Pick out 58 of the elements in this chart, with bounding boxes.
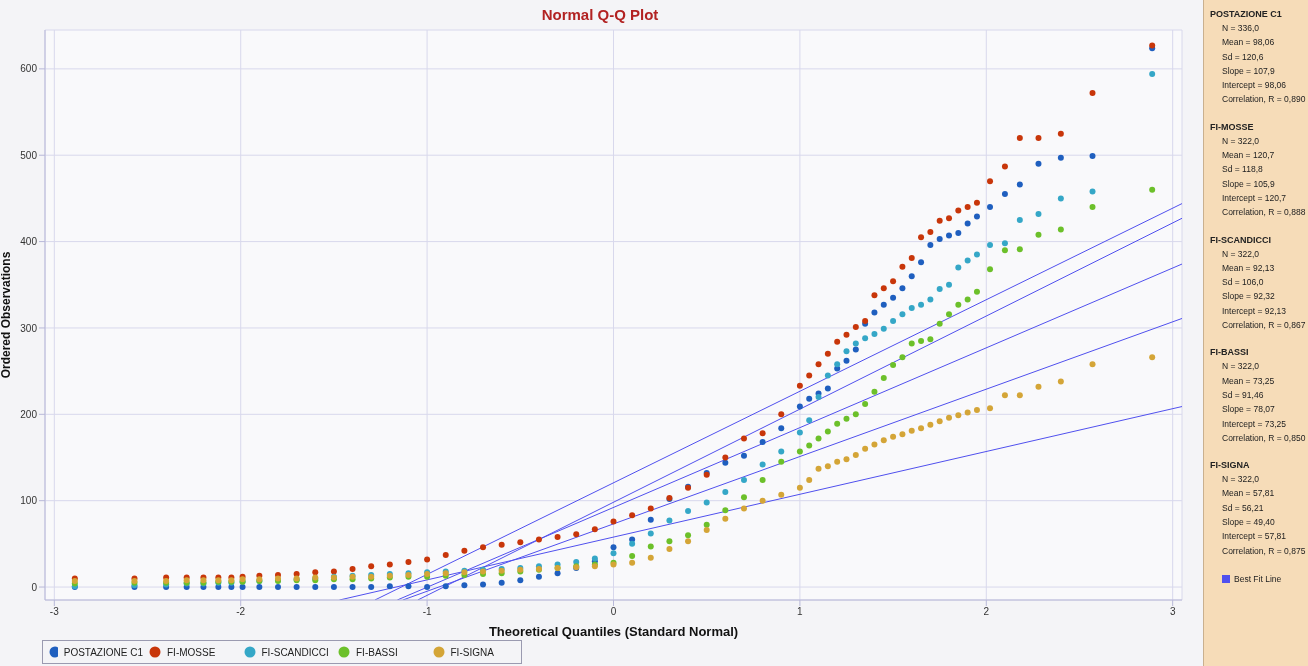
- y-tick-label: 300: [20, 322, 38, 334]
- y-tick-label: 400: [20, 236, 38, 248]
- x-axis-title: Theoretical Quantiles (Standard Normal): [488, 624, 739, 639]
- text: Intercept = 57,81: [1221, 530, 1288, 544]
- text: FI-SCANDICCI: [1209, 233, 1272, 247]
- text: Sd = 91,46: [1221, 388, 1265, 402]
- text: Slope = 107,9: [1221, 64, 1276, 78]
- text: Correlation, R = 0,867: [1221, 319, 1307, 333]
- text: Correlation, R = 0,875: [1221, 544, 1307, 558]
- chart-title: Normal Q-Q Plot: [540, 6, 660, 23]
- text: Sd = 120,6: [1221, 50, 1265, 64]
- legend-label: FI-SIGNA: [450, 646, 494, 658]
- text: Slope = 105,9: [1221, 177, 1276, 191]
- text: Slope = 92,32: [1221, 290, 1276, 304]
- legend-label: Best Fit Line: [1234, 573, 1282, 584]
- text: Correlation, R = 0,888: [1221, 206, 1307, 220]
- y-tick-label: 500: [20, 149, 38, 161]
- y-axis-title: Ordered Observations: [0, 251, 14, 379]
- text: Mean = 120,7: [1221, 149, 1276, 163]
- legend-label: FI-MOSSE: [167, 646, 216, 658]
- text: N = 322,0: [1221, 134, 1261, 148]
- x-tick-label: 0: [610, 606, 617, 618]
- legend-label: FI-SCANDICCI: [261, 646, 329, 658]
- text: Intercept = 92,13: [1221, 304, 1288, 318]
- x-tick-label: 1: [797, 606, 804, 618]
- text: FI-MOSSE: [1209, 120, 1255, 134]
- text: Sd = 118,8: [1221, 163, 1264, 177]
- text: Mean = 92,13: [1221, 261, 1276, 275]
- text: Sd = 56,21: [1221, 501, 1265, 515]
- text: POSTAZIONE C1: [1209, 8, 1283, 21]
- x-tick-label: 2: [983, 606, 990, 618]
- x-tick-label: -3: [49, 606, 60, 618]
- text: N = 322,0: [1221, 247, 1261, 261]
- x-tick-label: -1: [422, 606, 432, 618]
- text: N = 322,0: [1221, 360, 1261, 374]
- y-tick-label: 200: [20, 408, 38, 420]
- text: Correlation, R = 0,850: [1221, 431, 1307, 445]
- text: FI-BASSI: [1209, 346, 1250, 360]
- text: Mean = 98,06: [1221, 36, 1276, 50]
- y-tick-label: 600: [20, 63, 38, 75]
- legend-label: FI-BASSI: [356, 646, 398, 658]
- text: FI-SIGNA: [1209, 459, 1251, 473]
- text: Mean = 57,81: [1221, 487, 1276, 501]
- text: Slope = 49,40: [1221, 516, 1276, 529]
- text: Intercept = 73,25: [1221, 417, 1288, 431]
- text: Intercept = 98,06: [1221, 79, 1288, 93]
- x-tick-label: 3: [1169, 606, 1176, 618]
- legend-label: POSTAZIONE C1: [63, 646, 143, 658]
- text: Intercept = 120,7: [1221, 191, 1288, 205]
- y-tick-label: 100: [20, 495, 38, 507]
- x-tick-label: -2: [236, 606, 246, 618]
- text: Sd = 106,0: [1221, 276, 1265, 290]
- y-tick-label: 0: [31, 581, 38, 593]
- text: N = 322,0: [1221, 473, 1261, 487]
- text: Correlation, R = 0,890: [1221, 93, 1307, 107]
- text: Mean = 73,25: [1221, 374, 1276, 388]
- text: N = 336,0: [1221, 22, 1261, 35]
- text: Slope = 78,07: [1221, 403, 1276, 417]
